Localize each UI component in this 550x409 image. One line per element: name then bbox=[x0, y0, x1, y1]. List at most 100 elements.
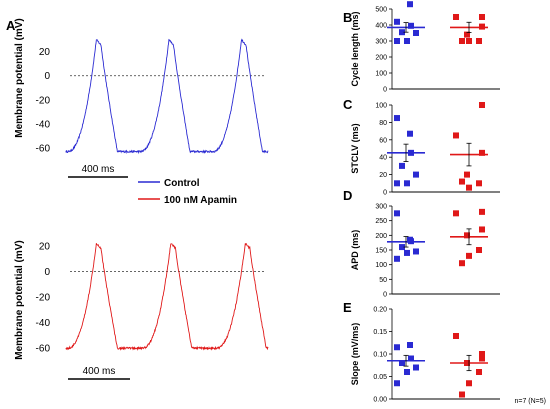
data-point bbox=[399, 29, 405, 36]
y-tick-label: 200 bbox=[375, 233, 387, 240]
data-point bbox=[459, 391, 465, 398]
data-point bbox=[404, 369, 410, 375]
data-point bbox=[464, 232, 470, 239]
data-point bbox=[479, 355, 485, 362]
data-point bbox=[479, 226, 485, 233]
data-point bbox=[408, 355, 414, 362]
data-point bbox=[479, 208, 485, 215]
y-tick-label: -20 bbox=[36, 95, 51, 106]
data-point bbox=[466, 38, 472, 44]
data-point bbox=[413, 171, 419, 178]
y-tick-label: -60 bbox=[36, 143, 51, 154]
y-axis-label: Cycle length (ms) bbox=[350, 11, 360, 86]
y-tick-label: 500 bbox=[375, 7, 387, 14]
y-tick-label: 0.20 bbox=[373, 307, 387, 314]
scatter-panel-d: D APD (ms) 0 50 100 150 200 250 300 bbox=[343, 188, 500, 299]
y-axis-label: Slope (mV/ms) bbox=[350, 323, 360, 386]
data-point bbox=[453, 14, 459, 20]
y-tick-label: 150 bbox=[375, 248, 387, 255]
y-tick-label: 0 bbox=[383, 87, 387, 94]
y-tick-label: 200 bbox=[375, 55, 387, 62]
y-tick-label: 400 bbox=[375, 23, 387, 30]
data-point bbox=[453, 210, 459, 217]
y-tick-label: -40 bbox=[36, 318, 51, 329]
y-tick-label: 100 bbox=[375, 262, 387, 269]
y-axis-label-apamin: Membrane potential (mV) bbox=[14, 240, 25, 359]
y-tick-label: 40 bbox=[379, 155, 387, 162]
data-point bbox=[479, 102, 485, 108]
panel-label-a: A bbox=[6, 18, 16, 33]
scale-bar-label-apamin: 400 ms bbox=[83, 366, 116, 377]
data-point bbox=[413, 248, 419, 255]
scale-bar-label-control: 400 ms bbox=[82, 164, 115, 175]
data-point bbox=[479, 14, 485, 20]
panel-label-b: B bbox=[343, 10, 352, 25]
data-point bbox=[394, 344, 400, 351]
data-point bbox=[394, 180, 400, 187]
y-tick-label: 0.10 bbox=[373, 352, 387, 359]
data-point bbox=[404, 38, 410, 44]
data-point bbox=[407, 1, 413, 8]
data-point bbox=[413, 30, 419, 36]
data-point bbox=[394, 115, 400, 122]
scatter-panel-c: C STCLV (ms) 0 20 40 60 80 100 bbox=[343, 97, 500, 197]
data-point bbox=[394, 18, 400, 25]
y-axis-label: STCLV (ms) bbox=[350, 123, 360, 173]
trace-control-line bbox=[65, 38, 269, 155]
data-point bbox=[476, 369, 482, 375]
y-tick-label: -60 bbox=[36, 344, 51, 355]
data-point bbox=[476, 247, 482, 253]
data-point bbox=[404, 180, 410, 187]
y-axis-label-control: Membrane potential (mV) bbox=[14, 18, 25, 137]
y-tick-label: 20 bbox=[39, 241, 51, 252]
legend-label-apamin: 100 nM Apamin bbox=[164, 195, 237, 206]
data-point bbox=[408, 22, 414, 29]
y-tick-label: 60 bbox=[379, 137, 387, 144]
data-point bbox=[459, 260, 465, 267]
legend: Control 100 nM Apamin bbox=[138, 178, 237, 206]
data-point bbox=[407, 342, 413, 348]
data-point bbox=[399, 244, 405, 251]
y-axis-label: APD (ms) bbox=[350, 230, 360, 271]
y-tick-label: 0.15 bbox=[373, 329, 387, 336]
y-tick-label: 0 bbox=[383, 292, 387, 299]
data-point bbox=[394, 38, 400, 44]
panel-label-d: D bbox=[343, 188, 352, 203]
data-point bbox=[404, 249, 410, 256]
data-point bbox=[394, 255, 400, 262]
y-tick-label: 100 bbox=[375, 71, 387, 78]
data-point bbox=[459, 38, 465, 44]
y-tick-label: 80 bbox=[379, 120, 387, 127]
y-tick-label: -40 bbox=[36, 119, 51, 130]
y-tick-label: 250 bbox=[375, 218, 387, 225]
data-point bbox=[466, 380, 472, 387]
data-point bbox=[453, 333, 459, 339]
data-point bbox=[464, 31, 470, 38]
y-tick-label: 0 bbox=[44, 267, 50, 278]
y-tick-label: 0 bbox=[383, 190, 387, 197]
y-tick-label: 0 bbox=[44, 71, 50, 82]
y-tick-label: 20 bbox=[39, 47, 51, 58]
trace-panel-control: Membrane potential (mV) 20 0 -20 -40 -60 400… bbox=[14, 18, 269, 178]
data-point bbox=[394, 210, 400, 217]
data-point bbox=[413, 364, 419, 371]
y-tick-label: 0.00 bbox=[373, 397, 387, 404]
y-tick-label: 20 bbox=[379, 172, 387, 179]
trace-panel-apamin: Membrane potential (mV) 20 0 -20 -40 -60 400… bbox=[14, 240, 269, 380]
scatter-panel-e: E Slope (mV/ms) 0.00 0.05 0.10 0.15 0.20 bbox=[343, 300, 500, 404]
data-point bbox=[459, 178, 465, 185]
data-point bbox=[394, 380, 400, 387]
sample-size-note: n=7 (N=5) bbox=[514, 398, 546, 405]
data-point bbox=[479, 351, 485, 357]
data-point bbox=[476, 38, 482, 44]
panel-label-e: E bbox=[343, 300, 352, 315]
data-point bbox=[399, 162, 405, 169]
data-point bbox=[453, 132, 459, 139]
y-tick-label: 300 bbox=[375, 39, 387, 46]
data-point bbox=[407, 130, 413, 137]
data-point bbox=[479, 149, 485, 156]
legend-label-control: Control bbox=[164, 178, 200, 189]
